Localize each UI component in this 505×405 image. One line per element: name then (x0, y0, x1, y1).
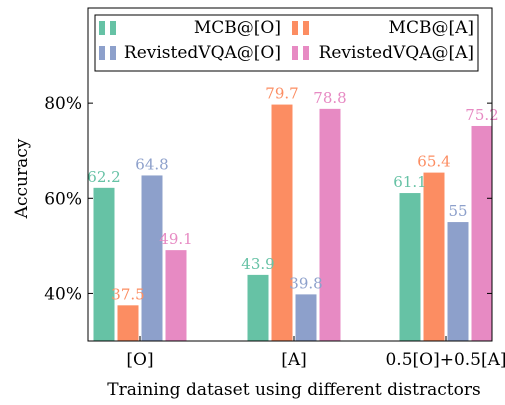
bar-1-1 (271, 104, 293, 341)
legend-swatch-3-a (292, 46, 298, 60)
value-label-1-1: 79.7 (265, 85, 298, 103)
legend: MCB@[O] MCB@[A] RevistedVQA@[O] RevistedVQA… (94, 14, 479, 72)
bar-3-2 (471, 125, 493, 341)
y-tick-label-0: 40% (44, 284, 82, 304)
legend-box (94, 14, 479, 72)
bar-0-0 (93, 187, 115, 341)
value-label-2-0: 64.8 (135, 155, 168, 173)
legend-label-3: RevistedVQA@[A] (319, 43, 474, 63)
bars-group (93, 104, 493, 341)
bar-2-0 (141, 175, 163, 341)
value-label-0-0: 62.2 (87, 168, 120, 186)
legend-swatch-1-b (303, 21, 309, 35)
legend-label-1: MCB@[A] (389, 18, 474, 38)
value-label-0-2: 61.1 (393, 173, 426, 191)
value-label-0-1: 43.9 (241, 255, 274, 273)
value-labels-group: 62.2 43.9 61.1 37.5 79.7 65.4 64.8 39.8 55 49.1 78… (87, 85, 498, 304)
y-ticks-group: 40% 60% 80% (44, 94, 492, 304)
bar-2-1 (295, 294, 317, 341)
x-tick-label-1: [A] (281, 350, 307, 370)
y-tick-label-2: 80% (44, 94, 82, 114)
legend-swatch-3-b (303, 46, 309, 60)
value-label-3-1: 78.8 (313, 89, 346, 107)
legend-label-0: MCB@[O] (194, 18, 281, 38)
bar-3-1 (319, 108, 341, 341)
x-tick-label-0: [O] (126, 350, 153, 370)
value-label-1-2: 65.4 (417, 153, 450, 171)
bar-0-2 (399, 193, 421, 341)
bar-1-2 (423, 172, 445, 341)
value-label-3-2: 75.2 (465, 106, 498, 124)
legend-swatch-0-b (110, 21, 116, 35)
legend-label-2: RevistedVQA@[O] (124, 43, 281, 63)
value-label-3-0: 49.1 (159, 230, 192, 248)
value-label-2-2: 55 (448, 202, 467, 220)
x-ticks-group: [O] [A] 0.5[O]+0.5[A] (126, 336, 505, 370)
legend-swatch-0-a (99, 21, 105, 35)
x-tick-label-2: 0.5[O]+0.5[A] (385, 350, 505, 370)
bar-2-2 (447, 222, 469, 341)
bar-1-0 (117, 305, 139, 341)
legend-swatch-1-a (292, 21, 298, 35)
y-axis-label: Accuracy (12, 138, 32, 219)
legend-swatch-2-a (99, 46, 105, 60)
value-label-1-0: 37.5 (111, 285, 144, 303)
value-label-2-1: 39.8 (289, 274, 322, 292)
x-axis-label: Training dataset using different distrac… (107, 380, 480, 400)
axes-frame (87, 7, 493, 342)
y-tick-label-1: 60% (44, 189, 82, 209)
legend-swatch-2-b (110, 46, 116, 60)
bar-3-0 (165, 250, 187, 341)
bar-0-1 (247, 274, 269, 341)
